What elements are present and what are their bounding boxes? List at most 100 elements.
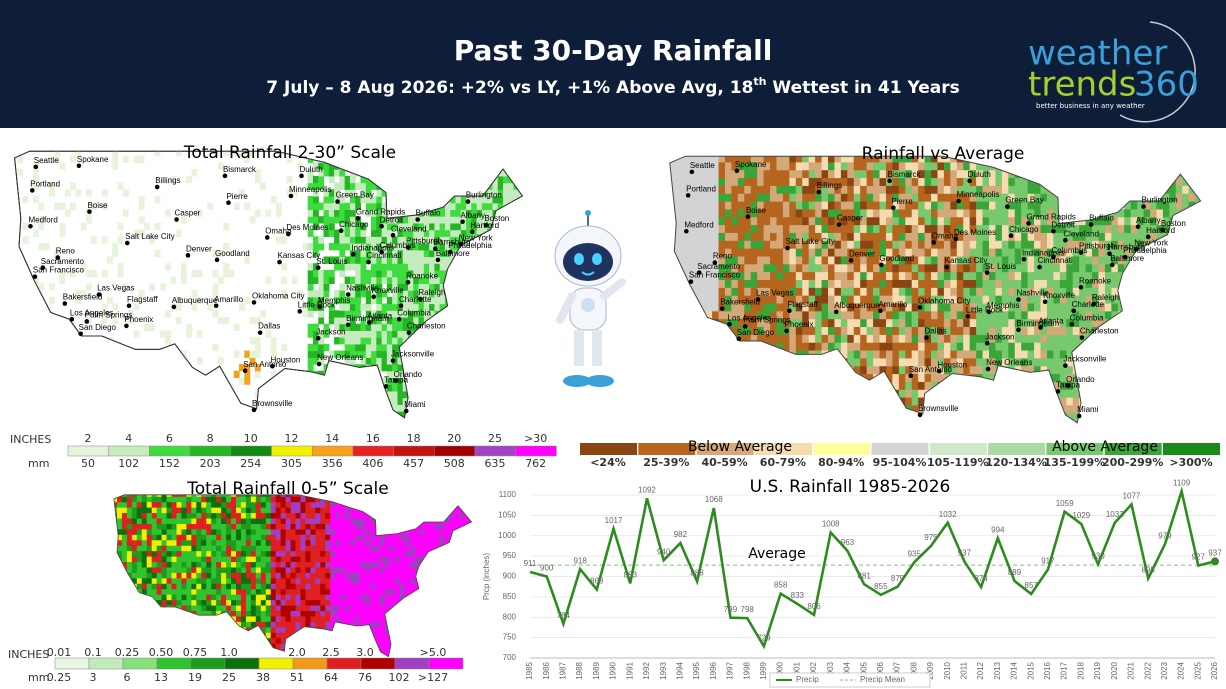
map-cell (186, 397, 193, 405)
map-cell (705, 216, 713, 226)
map-cell (17, 155, 24, 163)
map-cell (1150, 279, 1158, 288)
map-cell (789, 201, 797, 210)
map-cell (355, 370, 362, 379)
map-cell (686, 255, 694, 265)
map-cell (508, 350, 515, 358)
map-cell (497, 256, 504, 264)
map-cell (815, 146, 822, 154)
map-cell (1098, 428, 1105, 436)
map-cell (731, 342, 739, 351)
map-cell (223, 243, 230, 251)
map-cell (1130, 193, 1138, 202)
map-cell (418, 229, 425, 237)
map-cell (518, 155, 523, 163)
map-cell (386, 343, 393, 352)
map-cell (789, 412, 797, 422)
map-cell (770, 208, 778, 218)
map-cell (318, 397, 325, 405)
map-cell (731, 279, 739, 288)
map-cell (840, 295, 848, 304)
map-cell (808, 263, 816, 273)
map-cell (64, 189, 71, 197)
map-cell (365, 364, 372, 372)
map-cell (673, 349, 681, 359)
map-cell (386, 337, 393, 345)
map-cell (1059, 342, 1067, 351)
map-cell (669, 169, 675, 179)
map-cell (699, 318, 707, 328)
map-cell (376, 310, 383, 318)
map-cell (686, 295, 694, 304)
map-cell (1086, 428, 1093, 436)
header-band (0, 0, 1226, 128)
map-cell (524, 337, 530, 344)
map-cell (982, 287, 990, 296)
map-cell (307, 296, 314, 305)
map-cell (365, 411, 372, 418)
map-cell (1046, 334, 1054, 343)
map-cell (360, 162, 367, 170)
map-cell (879, 263, 887, 273)
title: Past 30-Day Rainfall (454, 34, 773, 67)
map-cell (529, 364, 535, 371)
map-cell (429, 310, 435, 318)
map-cell (905, 177, 913, 186)
map-cell (699, 428, 706, 436)
map-cell (318, 343, 325, 352)
map-cell (969, 397, 977, 406)
map-cell (969, 263, 977, 273)
map-cell (481, 256, 488, 264)
map-cell (244, 377, 251, 385)
map-cell (969, 193, 977, 202)
map-cell (776, 193, 784, 202)
map-cell (724, 412, 732, 422)
map-cell (860, 357, 868, 367)
map-cell (1150, 232, 1158, 241)
map-cell (402, 404, 409, 412)
map-cell (828, 146, 835, 154)
map-cell (763, 310, 771, 320)
map-cell (1072, 224, 1080, 233)
map-cell (795, 302, 803, 312)
map-cell (133, 397, 140, 405)
map-cell (1143, 342, 1151, 351)
map-cell (1027, 357, 1035, 367)
map-cell (1079, 224, 1087, 233)
map-cell (386, 323, 393, 331)
map-cell (418, 276, 425, 284)
map-cell (402, 390, 409, 399)
map-cell (918, 349, 926, 359)
map-cell (170, 377, 177, 385)
map-cell (686, 412, 694, 422)
map-cell (439, 269, 446, 278)
map-cell (692, 169, 700, 179)
map-cell (937, 420, 945, 423)
map-cell (679, 302, 687, 312)
map-cell (989, 240, 997, 249)
map-cell (371, 263, 377, 271)
map-cell (323, 397, 330, 405)
map-cell (673, 295, 681, 304)
map-cell (1040, 177, 1048, 186)
map-cell (513, 390, 520, 399)
map-cell (386, 316, 393, 325)
map-cell (757, 412, 765, 422)
map-cell (757, 224, 765, 233)
map-cell (461, 424, 467, 431)
map-cell (995, 201, 1003, 210)
map-cell (307, 417, 314, 418)
map-cell (744, 342, 752, 351)
map-cell (699, 287, 707, 296)
map-cell (744, 326, 752, 335)
map-cell (815, 161, 823, 171)
map-cell (408, 323, 414, 331)
map-cell (418, 390, 425, 399)
map-cell (487, 136, 493, 143)
map-cell (1104, 240, 1112, 249)
map-cell (828, 287, 836, 296)
map-cell (969, 357, 977, 367)
map-cell (1143, 326, 1151, 335)
map-cell (718, 342, 726, 351)
map-cell (918, 255, 926, 265)
